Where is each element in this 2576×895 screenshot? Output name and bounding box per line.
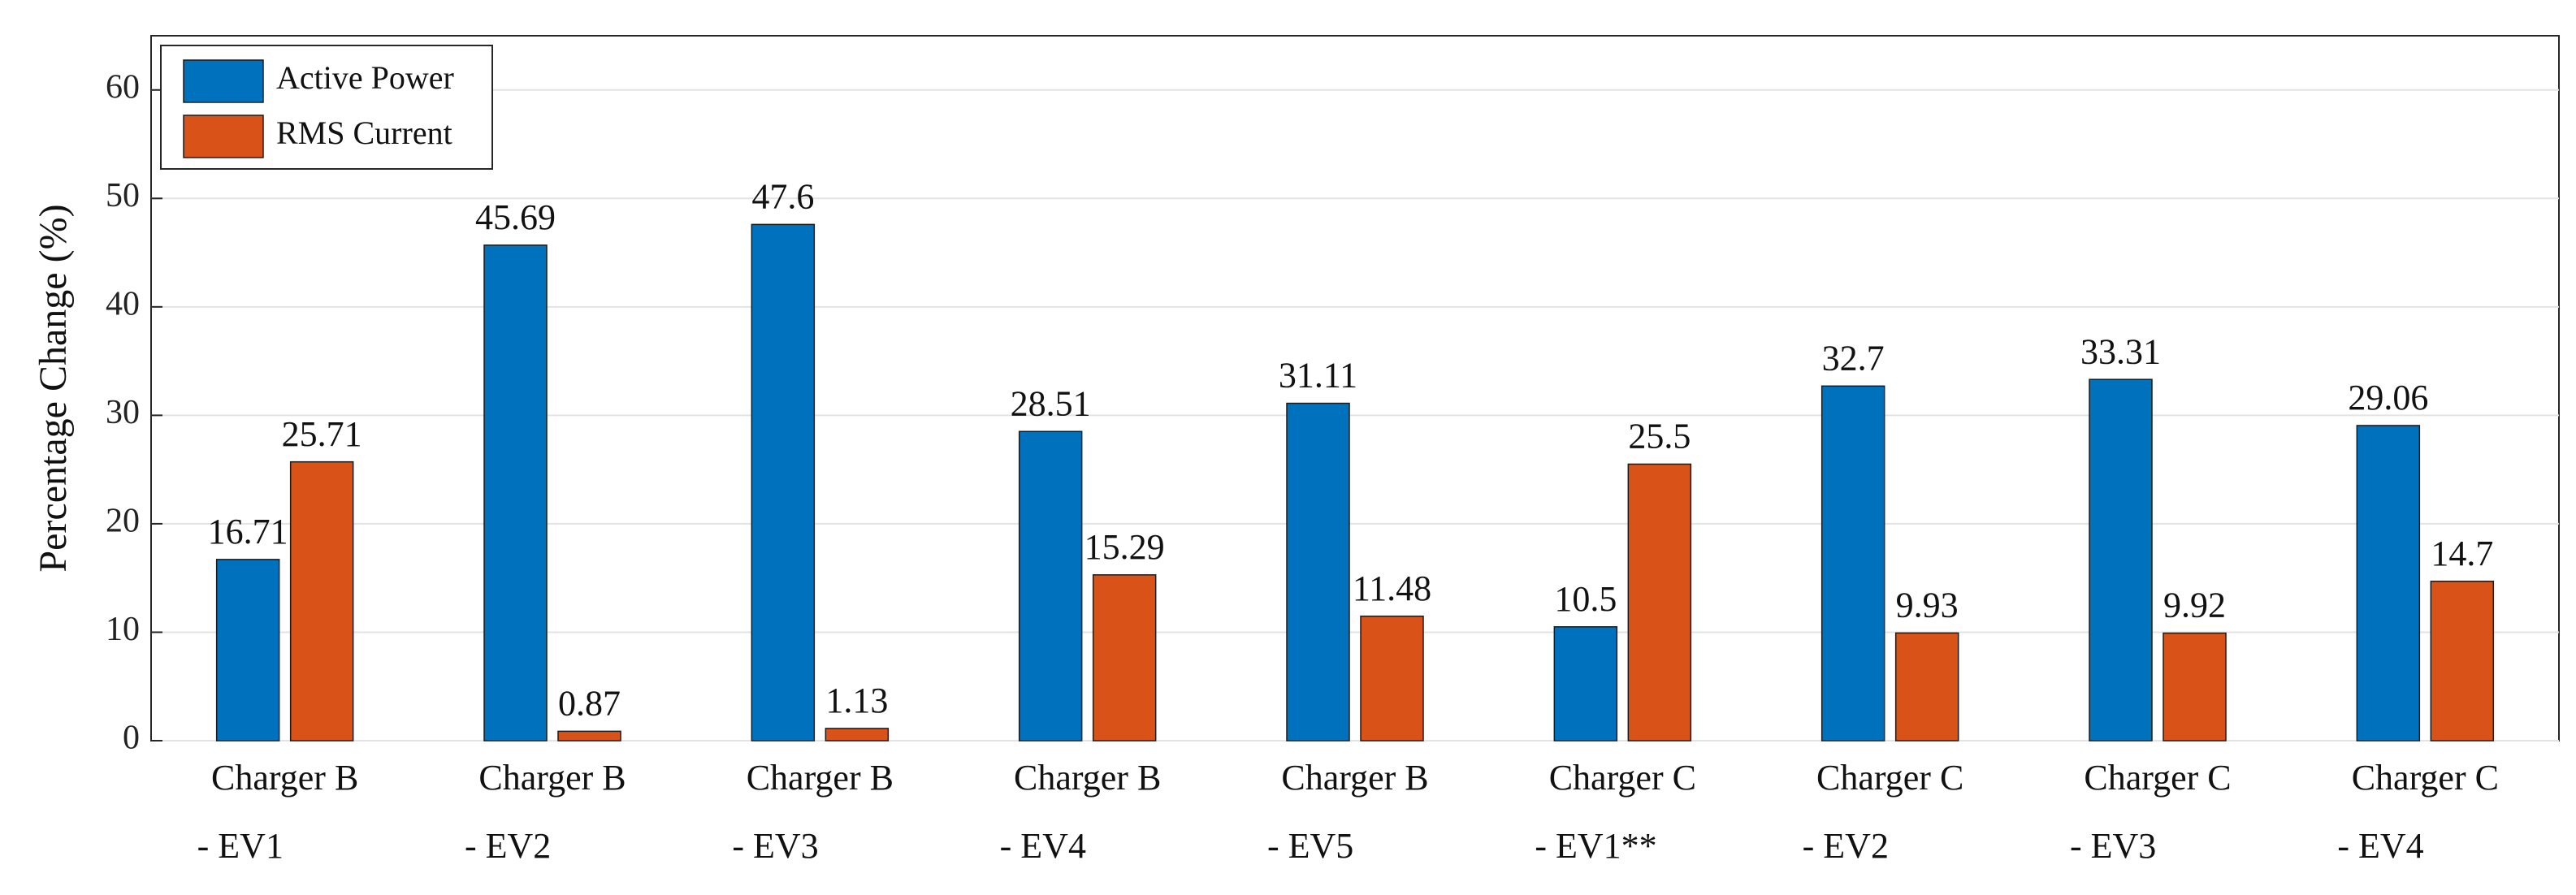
bar xyxy=(2430,580,2495,742)
x-tick-label: Charger B xyxy=(478,758,626,798)
bar xyxy=(1894,632,1959,742)
x-tick-label: - EV2 xyxy=(1803,826,1889,866)
y-tick-label: 50 xyxy=(106,177,140,214)
bar xyxy=(2089,378,2153,742)
y-tick-label: 40 xyxy=(106,285,140,322)
x-tick-label: - EV4 xyxy=(1000,826,1086,866)
x-tick-label: - EV4 xyxy=(2337,826,2423,866)
value-label: 45.69 xyxy=(475,197,556,237)
legend-swatch xyxy=(183,115,264,158)
x-tick-label: - EV3 xyxy=(2070,826,2156,866)
bar xyxy=(215,559,280,742)
legend: Active Power RMS Current xyxy=(160,45,493,170)
legend-label: Active Power xyxy=(276,59,454,96)
bar xyxy=(751,223,816,742)
bar xyxy=(483,244,548,742)
legend-label: RMS Current xyxy=(276,115,452,151)
y-tick-label: 20 xyxy=(106,503,140,540)
x-tick-label: - EV1** xyxy=(1535,826,1656,866)
y-tick-label: 0 xyxy=(123,720,140,757)
value-label: 25.71 xyxy=(282,414,362,454)
bar xyxy=(825,728,890,742)
value-label: 31.11 xyxy=(1279,356,1357,396)
value-label: 47.6 xyxy=(751,176,814,216)
value-label: 32.7 xyxy=(1822,338,1885,378)
value-label: 9.93 xyxy=(1896,585,1959,625)
value-label: 1.13 xyxy=(825,681,888,720)
value-label: 29.06 xyxy=(2348,378,2428,417)
x-tick-label: Charger B xyxy=(747,758,894,798)
x-tick-label: Charger C xyxy=(2084,758,2231,798)
plot-frame xyxy=(150,35,2560,742)
bar xyxy=(1092,574,1157,742)
x-tick-label: - EV3 xyxy=(732,826,818,866)
y-tick-label: 30 xyxy=(106,394,140,431)
x-tick-label: Charger C xyxy=(2352,758,2499,798)
bar xyxy=(1821,385,1885,742)
bar xyxy=(2163,632,2227,742)
y-tick-label: 10 xyxy=(106,611,140,648)
value-label: 0.87 xyxy=(558,683,621,723)
legend-swatch xyxy=(183,59,264,103)
x-tick-label: Charger C xyxy=(1549,758,1696,798)
bar xyxy=(1627,463,1692,742)
value-label: 33.31 xyxy=(2080,331,2161,371)
value-label: 25.5 xyxy=(1628,417,1691,456)
value-label: 28.51 xyxy=(1011,383,1091,423)
x-tick-label: Charger B xyxy=(1014,758,1161,798)
bar xyxy=(1360,615,1424,742)
value-label: 10.5 xyxy=(1554,579,1617,619)
bar xyxy=(1286,402,1350,742)
value-label: 15.29 xyxy=(1085,527,1165,567)
x-tick-label: - EV1 xyxy=(197,826,284,866)
value-label: 9.92 xyxy=(2163,586,2226,625)
x-tick-label: - EV2 xyxy=(465,826,551,866)
bar xyxy=(1018,430,1083,742)
y-axis-label: Percentage Change (%) xyxy=(32,204,75,572)
bar xyxy=(557,730,621,742)
x-tick-label: - EV5 xyxy=(1267,826,1353,866)
bar xyxy=(1553,626,1618,742)
x-tick-label: Charger B xyxy=(211,758,358,798)
value-label: 16.71 xyxy=(208,512,288,551)
bar xyxy=(289,460,354,742)
x-tick-label: Charger B xyxy=(1281,758,1428,798)
value-label: 14.7 xyxy=(2431,534,2493,573)
y-tick-label: 60 xyxy=(106,68,140,106)
x-tick-label: Charger C xyxy=(1816,758,1963,798)
bar xyxy=(2356,425,2421,742)
value-label: 11.48 xyxy=(1353,569,1431,608)
